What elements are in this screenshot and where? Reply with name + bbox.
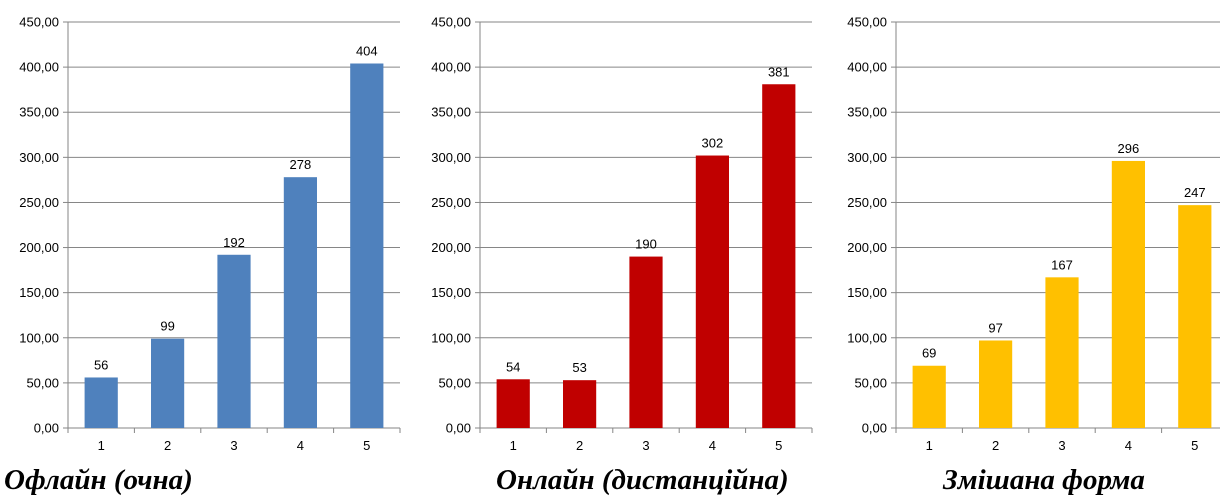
y-tick-label: 200,00 [431,240,471,255]
x-tick-label: 2 [164,438,171,453]
data-label: 53 [572,360,586,375]
chart-1-caption: Офлайн (очна) [4,464,193,496]
y-tick-label: 0,00 [862,421,887,436]
y-tick-label: 0,00 [446,421,471,436]
bar [1178,205,1212,428]
y-tick-label: 200,00 [847,240,887,255]
bar [912,365,946,428]
bar [217,254,251,428]
bar [350,63,384,428]
data-label: 247 [1184,185,1206,200]
y-tick-label: 350,00 [847,105,887,120]
data-label: 69 [922,346,936,361]
bar [283,177,317,428]
y-tick-label: 450,00 [19,15,59,30]
bar [563,380,597,428]
x-tick-label: 1 [98,438,105,453]
y-tick-label: 400,00 [847,60,887,75]
chart-2-caption: Онлайн (дистанційна) [496,464,789,496]
data-label: 192 [223,235,245,250]
y-tick-label: 250,00 [19,195,59,210]
y-tick-label: 50,00 [854,375,887,390]
data-label: 54 [506,359,520,374]
chart-2: 0,00 50,00 100,00 150,00 200,00 250,00 300,00 3… [431,15,813,453]
x-tick-label: 2 [576,438,583,453]
x-tick-label: 4 [709,438,716,453]
bar [629,256,663,428]
data-label: 167 [1051,257,1073,272]
bar [84,377,118,428]
bar [695,155,729,429]
x-tick-label: 4 [297,438,304,453]
data-label: 404 [356,44,378,59]
y-tick-label: 350,00 [431,105,471,120]
x-tick-label: 3 [230,438,237,453]
y-tick-label: 150,00 [431,285,471,300]
chart-1: 0,00 50,00 100,00 150,00 200,00 250,00 300,00 3… [19,15,401,453]
y-tick-label: 50,00 [438,375,471,390]
y-tick-label: 150,00 [19,285,59,300]
y-tick-label: 200,00 [19,240,59,255]
bar [496,379,530,428]
x-tick-label: 3 [642,438,649,453]
y-tick-label: 250,00 [431,195,471,210]
data-label: 99 [160,319,174,334]
chart-3-caption: Змішана форма [943,464,1145,496]
y-tick-label: 450,00 [847,15,887,30]
x-tick-label: 3 [1058,438,1065,453]
bar [1045,277,1079,428]
data-label: 278 [290,157,312,172]
x-tick-label: 1 [926,438,933,453]
y-tick-label: 50,00 [26,375,59,390]
y-tick-label: 450,00 [431,15,471,30]
bar [762,84,796,429]
x-tick-label: 5 [363,438,370,453]
x-tick-label: 1 [510,438,517,453]
data-label: 296 [1118,141,1140,156]
y-tick-label: 300,00 [847,150,887,165]
data-label: 97 [988,320,1002,335]
x-tick-label: 2 [992,438,999,453]
bar [979,340,1013,428]
y-tick-label: 300,00 [19,150,59,165]
data-label: 302 [702,136,724,151]
y-tick-label: 400,00 [431,60,471,75]
y-tick-label: 100,00 [431,330,471,345]
data-label: 190 [635,237,657,252]
data-label: 381 [768,64,790,79]
bar [1111,160,1145,429]
y-tick-label: 300,00 [431,150,471,165]
y-tick-label: 150,00 [847,285,887,300]
x-tick-label: 4 [1125,438,1132,453]
y-tick-label: 350,00 [19,105,59,120]
y-tick-label: 100,00 [19,330,59,345]
x-tick-label: 5 [775,438,782,453]
bar [151,338,185,428]
chart-3: 0,00 50,00 100,00 150,00 200,00 250,00 300,00 3… [847,15,1220,453]
y-tick-label: 400,00 [19,60,59,75]
y-tick-label: 0,00 [34,421,59,436]
data-label: 56 [94,357,108,372]
y-tick-label: 250,00 [847,195,887,210]
x-tick-label: 5 [1191,438,1198,453]
y-tick-label: 100,00 [847,330,887,345]
